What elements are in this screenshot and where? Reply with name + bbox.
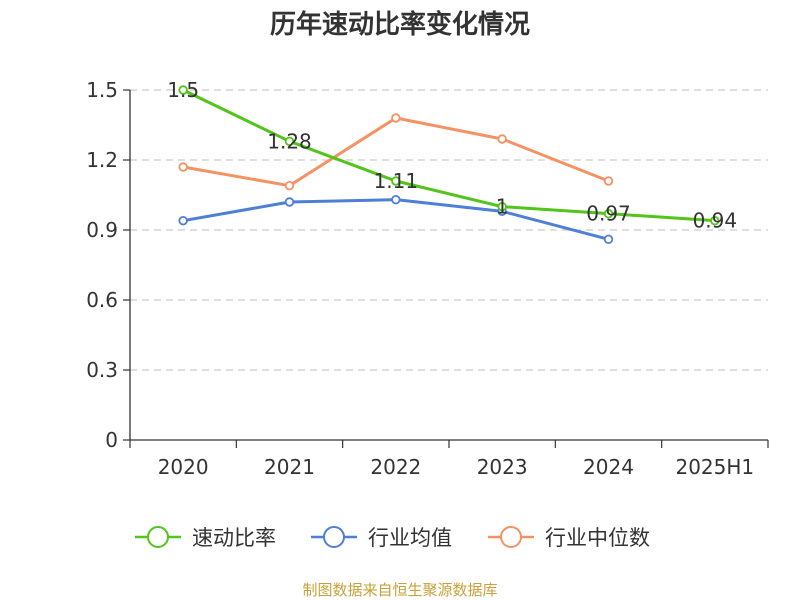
y-tick-label: 0: [105, 428, 118, 452]
x-tick-label: 2021: [264, 455, 315, 479]
y-tick-label: 0.3: [86, 358, 118, 382]
x-tick-label: 2025H1: [675, 455, 754, 479]
legend-item[interactable]: 行业中位数: [488, 526, 650, 550]
legend-label: 行业中位数: [545, 526, 650, 550]
x-tick-label: 2020: [158, 455, 209, 479]
data-point: [178, 215, 188, 226]
series: [178, 85, 720, 245]
data-point: [497, 134, 507, 144]
legend-marker: [500, 526, 522, 548]
data-point: [284, 136, 295, 147]
y-tick-label: 1.2: [86, 148, 118, 172]
data-point: [603, 208, 614, 219]
series-line: [182, 88, 715, 223]
x-tick-label: 2022: [370, 455, 421, 479]
data-label: 1.28: [267, 129, 312, 153]
source-note: 制图数据来自恒生聚源数据库: [302, 581, 497, 599]
legend-marker: [147, 526, 169, 548]
data-label: 1: [496, 195, 509, 219]
legend-marker: [323, 526, 345, 548]
legend-item[interactable]: 速动比率: [135, 526, 276, 550]
axes: 0 0.3 0.6 0.9 1.2 1.5 2020 2021 2022 2023 2024 2025…: [86, 78, 769, 479]
grid: [130, 89, 768, 371]
x-tick-label: 2024: [583, 455, 634, 479]
data-label: 1.5: [167, 78, 199, 102]
data-point: [284, 197, 295, 207]
data-point: [391, 113, 401, 123]
y-tick-label: 0.6: [86, 288, 118, 312]
data-label: 1.11: [374, 169, 419, 193]
data-point: [391, 194, 401, 205]
data-label: 0.97: [586, 202, 631, 226]
y-tick-label: 0.9: [86, 218, 118, 242]
y-tick-label: 1.5: [86, 78, 118, 102]
data-point: [284, 180, 295, 191]
series-line: [182, 198, 609, 241]
data-point: [391, 176, 401, 186]
legend-label: 行业均值: [368, 526, 452, 550]
legend[interactable]: 速动比率 行业均值 行业中位数: [135, 526, 650, 550]
x-tick-label: 2023: [477, 455, 528, 479]
data-label: 0.94: [693, 209, 738, 233]
legend-label: 速动比率: [192, 526, 276, 550]
data-point: [603, 176, 614, 186]
chart-title: 历年速动比率变化情况: [270, 9, 530, 40]
data-point: [710, 215, 720, 226]
data-point: [603, 234, 614, 245]
data-point: [497, 201, 507, 212]
data-point: [178, 85, 188, 95]
legend-item[interactable]: 行业均值: [311, 526, 452, 550]
data-labels: 1.5 1.28 1.11 1 0.97 0.94: [167, 78, 737, 233]
data-point: [178, 162, 188, 172]
